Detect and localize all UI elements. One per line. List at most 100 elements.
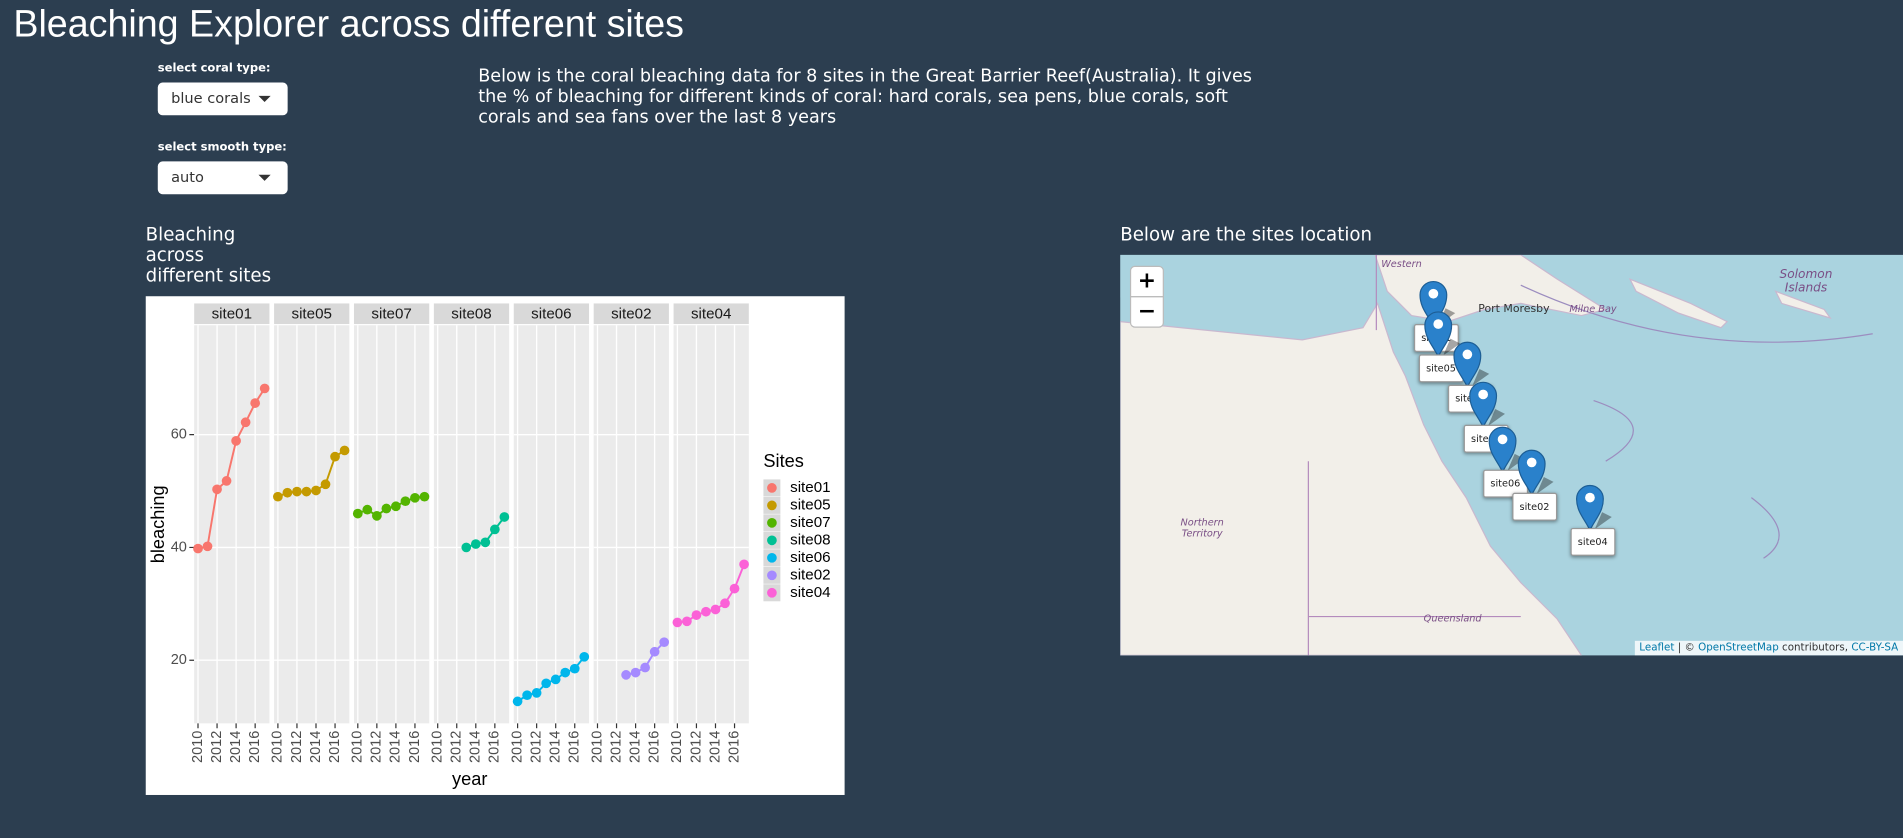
control-label: select coral type: xyxy=(157,61,271,76)
data-point xyxy=(522,690,532,701)
attribution-link[interactable]: Leaflet xyxy=(1639,642,1675,655)
control-label: select smooth type: xyxy=(157,140,287,155)
attribution-link[interactable]: CC-BY-SA xyxy=(1851,642,1899,655)
description: Below is the coral bleaching data for 8 … xyxy=(478,66,1252,128)
facet-label: site05 xyxy=(291,305,331,322)
legend-label: site04 xyxy=(790,584,830,601)
plot-heading: Bleaching across different sites xyxy=(145,223,272,287)
smooth-select[interactable]: auto xyxy=(157,161,288,195)
map-marker[interactable] xyxy=(1488,425,1529,474)
x-tick-label: 2010 xyxy=(589,731,605,763)
facet-strip xyxy=(194,303,270,325)
data-point xyxy=(489,524,500,535)
data-point xyxy=(419,491,430,502)
data-point xyxy=(381,503,392,514)
data-point xyxy=(470,539,481,549)
x-tick-label: 2016 xyxy=(407,731,423,763)
data-point xyxy=(691,610,702,620)
data-point xyxy=(569,663,580,674)
map-marker[interactable] xyxy=(1517,448,1558,497)
data-point xyxy=(202,541,213,552)
marker-shadow xyxy=(1594,512,1612,530)
zoom-out[interactable]: − xyxy=(1129,296,1164,328)
legend-swatch xyxy=(767,570,777,581)
legend-label: site05 xyxy=(790,496,830,513)
data-point xyxy=(273,491,283,502)
data-point xyxy=(682,616,692,627)
map-marker[interactable] xyxy=(1469,380,1510,429)
x-tick-label: 2012 xyxy=(608,731,624,763)
legend-swatch xyxy=(767,587,777,598)
marker-label[interactable]: site02 xyxy=(1512,492,1557,521)
coral-select[interactable]: blue corals xyxy=(157,82,288,116)
x-tick-label: 2012 xyxy=(289,731,305,763)
data-point xyxy=(720,598,730,609)
facet-label: site04 xyxy=(691,305,731,322)
data-point xyxy=(621,670,631,680)
map[interactable]: Western Port Moresby Milne Bay Solomon I… xyxy=(1120,254,1903,656)
attribution-text: | © xyxy=(1677,642,1695,655)
x-tick-label: 2012 xyxy=(369,731,385,763)
data-point xyxy=(193,543,203,554)
page-title: Bleaching Explorer across different site… xyxy=(13,2,684,45)
land xyxy=(1628,277,1729,329)
x-tick-label: 2010 xyxy=(430,731,446,763)
x-tick-label: 2010 xyxy=(190,731,206,763)
x-axis-title: year xyxy=(452,769,487,789)
data-point xyxy=(640,662,650,673)
legend-label: site01 xyxy=(790,479,830,496)
x-tick-label: 2014 xyxy=(548,731,564,763)
marker-pin xyxy=(1469,381,1498,429)
panel-background xyxy=(513,325,590,724)
panel-background xyxy=(433,325,510,724)
data-point xyxy=(410,492,420,503)
map-marker[interactable] xyxy=(1575,483,1616,532)
x-tick-label: 2012 xyxy=(209,731,225,763)
facet-strip xyxy=(433,303,510,325)
legend-label: site06 xyxy=(790,549,830,566)
legend-swatch xyxy=(767,500,777,511)
data-point xyxy=(231,436,241,446)
attribution: Leaflet | © OpenStreetMap contributors, … xyxy=(1634,640,1903,656)
data-point xyxy=(362,504,373,515)
data-point xyxy=(292,486,302,497)
panel-background xyxy=(673,325,749,724)
attribution-link[interactable]: OpenStreetMap xyxy=(1698,642,1779,655)
data-point xyxy=(649,646,660,657)
zoom-in[interactable]: + xyxy=(1129,265,1164,298)
map-marker[interactable] xyxy=(1424,309,1465,359)
data-point xyxy=(301,486,312,497)
legend-label: site02 xyxy=(790,566,830,583)
sea xyxy=(1120,254,1351,304)
x-tick-label: 2012 xyxy=(449,731,465,763)
x-tick-label: 2014 xyxy=(468,731,484,763)
x-tick-label: 2016 xyxy=(327,731,343,763)
x-tick-label: 2014 xyxy=(388,731,404,763)
legend-swatch xyxy=(767,518,777,528)
attribution-text: contributors, xyxy=(1782,642,1849,655)
marker-pin xyxy=(1488,426,1517,474)
facet-label: site07 xyxy=(371,305,411,322)
marker-shadow xyxy=(1443,338,1461,356)
x-tick-label: 2010 xyxy=(270,731,286,763)
facet-strip xyxy=(673,303,749,325)
data-point xyxy=(461,542,472,553)
marker-dot xyxy=(1497,434,1508,445)
reef-outline xyxy=(1520,284,1873,559)
data-point xyxy=(259,383,270,394)
place-label: Solomon Islands xyxy=(1779,268,1833,295)
marker-dot xyxy=(1478,389,1488,400)
map-marker[interactable] xyxy=(1453,340,1494,389)
data-point xyxy=(739,559,749,570)
data-point xyxy=(541,678,552,689)
facet-label: site02 xyxy=(611,305,651,322)
map-heading: Below are the sites location xyxy=(1120,223,1373,246)
legend-swatch xyxy=(767,483,777,493)
marker-label[interactable]: site04 xyxy=(1570,527,1615,556)
data-point xyxy=(250,398,261,408)
legend-label: site08 xyxy=(790,531,830,548)
place-label: Milne Bay xyxy=(1569,303,1617,315)
place-label: Northern Territory xyxy=(1180,517,1224,539)
